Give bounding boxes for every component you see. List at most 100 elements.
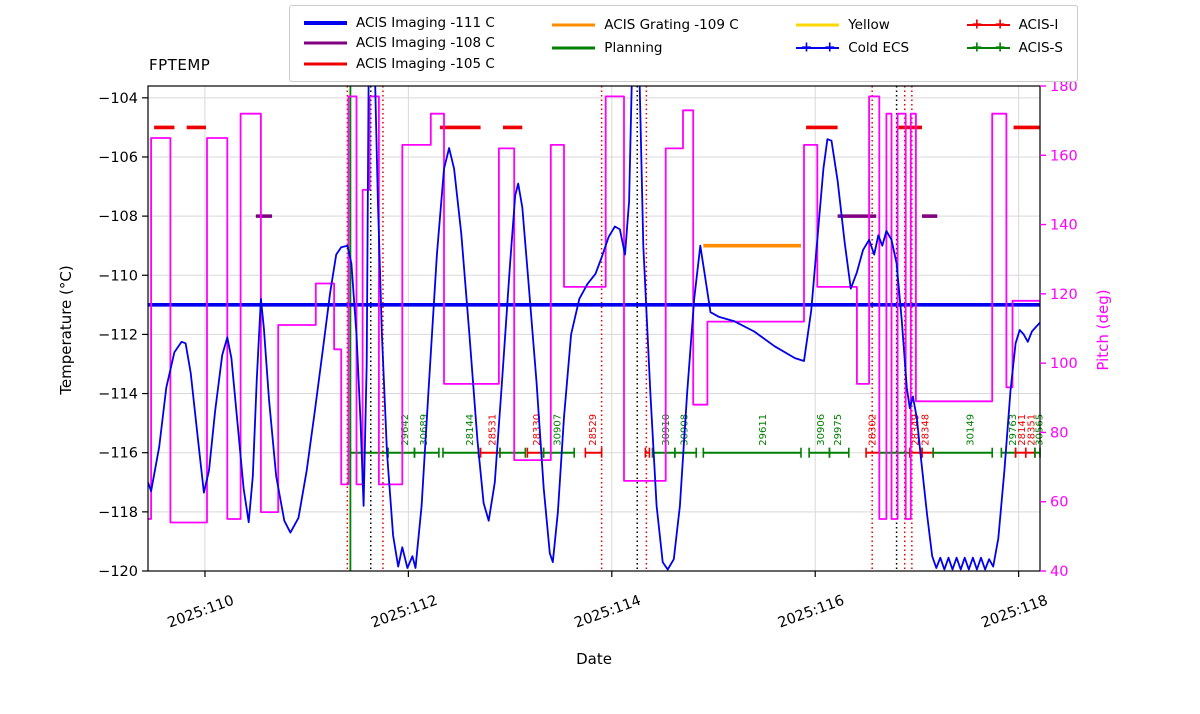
legend-item-cold-ecs: + + Cold ECS	[796, 36, 909, 59]
series-pitch-curve	[148, 95, 1040, 524]
y2-tick-label: 120	[1050, 287, 1078, 303]
y2-tick-label: 140	[1050, 218, 1078, 234]
legend-label: Cold ECS	[848, 39, 910, 56]
legend-swatch-acis-grating-109-c	[552, 17, 596, 32]
obsid-label: 28348	[921, 414, 932, 446]
plus-marker-icon: +	[994, 15, 1006, 32]
plus-marker-icon: +	[994, 38, 1006, 55]
x-axis: 2025:110 2025:112 2025:114 2025:116 2025:118	[166, 571, 1050, 632]
event-lines	[346, 86, 913, 571]
legend-swatch-acis-imaging-111-c	[304, 16, 347, 31]
legend-label: ACIS-I	[1018, 16, 1059, 33]
obsid-label: 29975	[833, 414, 844, 446]
y-tick-label: −108	[98, 209, 138, 225]
legend-column-1: ACIS Imaging -111 C ACIS Imaging -108 C AC…	[304, 13, 495, 74]
x-tick-label: 2025:114	[572, 593, 643, 632]
y2-tick-label: 60	[1050, 495, 1068, 511]
legend-line-sample	[796, 23, 840, 26]
obsid-label: 28302	[868, 414, 879, 446]
legend-swatch-planning	[552, 40, 596, 55]
plus-marker-icon: +	[971, 38, 983, 55]
legend-swatch-cold-ecs: + +	[796, 38, 840, 55]
plot-border	[147, 85, 1041, 572]
obsid-label: 28529	[588, 414, 599, 446]
y2-tick-label: 40	[1050, 564, 1068, 580]
legend-item-planning: Planning	[552, 36, 738, 59]
legend-label: ACIS Imaging -108 C	[356, 35, 495, 52]
x-tick-label: 2025:112	[369, 593, 440, 632]
obsid-label: 30910	[661, 414, 672, 446]
y-tick-label: −116	[98, 446, 138, 462]
y-tick-label: −106	[98, 150, 138, 166]
legend-item-acis-grating-109-c: ACIS Grating -109 C	[552, 13, 739, 36]
y-axis-label-left: Temperature (°C)	[57, 265, 75, 395]
legend-line-sample	[304, 62, 347, 66]
x-axis-label: Date	[576, 650, 612, 668]
series-fptemp-curve	[148, 86, 1040, 571]
legend-item-yellow: Yellow	[796, 13, 909, 36]
legend: ACIS Imaging -111 C ACIS Imaging -108 C AC…	[289, 5, 1078, 82]
obsid-label: 28141	[1017, 414, 1028, 446]
y-tick-label: −110	[98, 268, 138, 284]
legend-item-acis-imaging-108-c: ACIS Imaging -108 C	[304, 33, 495, 53]
legend-label: Yellow	[848, 16, 890, 33]
legend-item-acis-s: + + ACIS-S	[966, 36, 1063, 59]
legend-label: ACIS-S	[1018, 39, 1063, 56]
observation-schedule	[349, 447, 1041, 458]
legend-column-3: Yellow + + Cold ECS	[796, 13, 909, 74]
legend-line-sample	[304, 21, 347, 26]
legend-swatch-acis-imaging-105-c	[304, 56, 347, 71]
y-axis-left: −104 −106 −108 −110 −112 −114 −116 −118 −120	[98, 91, 148, 580]
obsid-label: 30906	[816, 414, 827, 446]
y2-tick-label: 160	[1050, 148, 1078, 164]
legend-item-acis-imaging-111-c: ACIS Imaging -111 C	[304, 13, 495, 33]
y-tick-label: −114	[98, 387, 138, 403]
legend-line-sample	[552, 23, 596, 26]
legend-label: Planning	[604, 39, 663, 56]
obsid-label: 29611	[758, 414, 769, 446]
y2-tick-label: 180	[1050, 79, 1078, 95]
obsid-labels: 29642 30689 28144 28531 28330 30907 28529 30910…	[400, 414, 1046, 446]
y-tick-label: −120	[98, 564, 138, 580]
y-tick-label: −104	[98, 91, 138, 107]
y-tick-label: −118	[98, 505, 138, 521]
y-axis-right: 40 60 80 100 120 140 160 180	[1040, 79, 1078, 580]
x-tick-label: 2025:118	[979, 593, 1050, 632]
obsid-label: 28349	[910, 414, 921, 446]
obsid-label: 28144	[465, 414, 476, 446]
obsid-label: 28351	[1026, 414, 1037, 446]
obsid-label: 28330	[532, 414, 543, 446]
obsid-label: 30907	[552, 414, 563, 446]
legend-label: ACIS Imaging -111 C	[356, 15, 495, 32]
legend-label: ACIS Grating -109 C	[604, 16, 739, 33]
y-tick-label: −112	[98, 327, 138, 343]
y2-tick-label: 80	[1050, 425, 1068, 441]
legend-swatch-acis-imaging-108-c	[304, 36, 347, 51]
plus-marker-icon: +	[800, 38, 813, 55]
y2-tick-label: 100	[1050, 356, 1078, 372]
legend-swatch-yellow	[796, 17, 840, 32]
legend-column-4: + + ACIS-I + + ACIS-S	[966, 13, 1063, 74]
legend-line-sample	[796, 46, 840, 49]
obsid-label: 29642	[400, 414, 411, 446]
plus-marker-icon: +	[971, 15, 983, 32]
obsid-label: 30149	[965, 414, 976, 446]
legend-line-sample	[966, 23, 1010, 26]
legend-line-sample	[304, 41, 347, 45]
legend-item-acis-imaging-105-c: ACIS Imaging -105 C	[304, 54, 495, 74]
y-axis-label-right: Pitch (deg)	[1094, 289, 1112, 371]
legend-swatch-acis-s: + +	[966, 38, 1010, 55]
x-tick-label: 2025:116	[776, 593, 847, 632]
legend-column-2: ACIS Grating -109 C Planning	[552, 13, 739, 74]
legend-label: ACIS Imaging -105 C	[356, 55, 495, 72]
legend-item-acis-i: + + ACIS-I	[966, 13, 1063, 36]
legend-swatch-acis-i: + +	[966, 15, 1010, 32]
legend-line-sample	[552, 46, 596, 49]
obsid-label: 30689	[419, 414, 430, 446]
plus-marker-icon: +	[823, 38, 836, 55]
legend-line-sample	[966, 46, 1010, 49]
obsid-label: 29763	[1008, 414, 1019, 446]
x-tick-label: 2025:110	[166, 593, 237, 632]
